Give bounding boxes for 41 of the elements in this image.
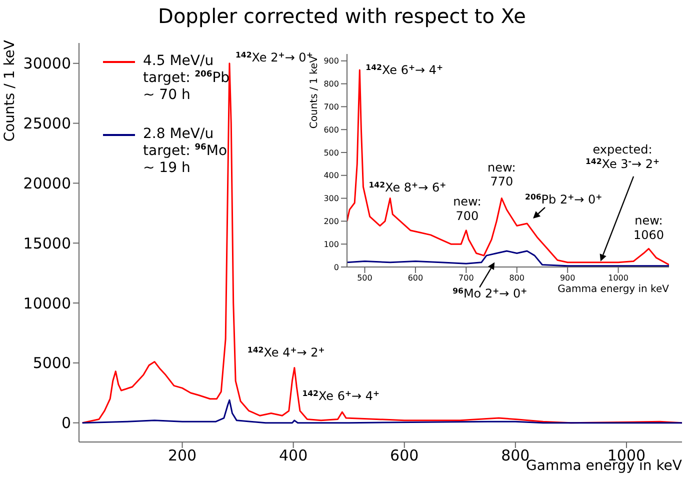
y-tick-label: 200 xyxy=(324,217,339,226)
x-tick-label: 400 xyxy=(279,446,308,465)
legend-label: 2.8 MeV/u target: $^{96}$Mo ~ 19 h xyxy=(143,126,228,177)
annotation: new: 1060 xyxy=(633,214,664,242)
annotation: $^{206}$Pb 2$^{+}$→ 0$^{+}$ xyxy=(525,192,602,206)
annotation: $^{142}$Xe 4$^{+}$→ 2$^{+}$ xyxy=(247,345,325,360)
annotation: $^{142}$Xe 6$^{+}$→ 4$^{+}$ xyxy=(302,388,380,404)
x-tick-label: 200 xyxy=(168,446,197,465)
line-series xyxy=(82,399,682,424)
x-tick-label: 1000 xyxy=(608,274,628,283)
y-tick-label: 700 xyxy=(324,102,339,112)
x-tick-label: 700 xyxy=(458,274,474,283)
x-tick-label: 800 xyxy=(509,274,525,283)
y-tick-label: 30000 xyxy=(23,54,71,73)
y-tick-label: 10000 xyxy=(23,294,71,312)
y-tick-label: 400 xyxy=(324,171,339,180)
y-tick-label: 25000 xyxy=(23,114,71,133)
y-tick-label: 500 xyxy=(324,148,339,158)
y-tick-label: 20000 xyxy=(23,174,71,193)
annotation: $^{142}$Xe 6$^{+}$→ 4$^{+}$ xyxy=(366,62,444,78)
y-tick-label: 0 xyxy=(61,414,71,432)
y-tick-label: 900 xyxy=(324,56,339,66)
annotation: new: 770 xyxy=(488,160,516,189)
y-tick-label: 0 xyxy=(334,262,339,272)
annotation: expected: $^{142}$Xe 3$^{-}$→ 2$^{+}$ xyxy=(585,142,660,171)
x-tick-label: 900 xyxy=(560,274,576,283)
chart-title: Doppler corrected with respect to Xe xyxy=(157,4,527,28)
annotation: new: 700 xyxy=(453,194,482,223)
x-tick-label: 600 xyxy=(390,446,419,465)
y-axis-title: Counts / 1 keV xyxy=(2,40,18,142)
x-tick-label: 500 xyxy=(357,274,372,283)
y-tick-label: 100 xyxy=(324,240,339,249)
annotation: $^{142}$Xe 8$^{+}$→ 6$^{+}$ xyxy=(368,180,446,195)
y-tick-label: 5000 xyxy=(32,354,71,372)
x-tick-label: 600 xyxy=(408,274,424,283)
y-tick-label: 300 xyxy=(324,194,339,204)
y-tick-label: 15000 xyxy=(23,234,71,252)
y-tick-label: 800 xyxy=(324,80,339,89)
annotation: $^{96}$Mo 2$^{+}$→ 0$^{+}$ xyxy=(452,286,528,300)
x-axis-title: Gamma energy in keV xyxy=(558,284,669,295)
y-tick-label: 600 xyxy=(324,125,339,134)
